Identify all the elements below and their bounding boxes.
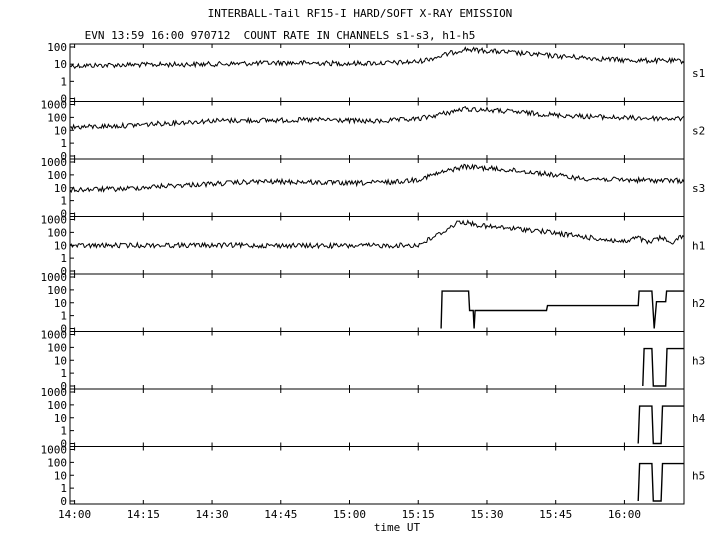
x-tick-label: 14:30 bbox=[195, 508, 228, 521]
x-tick-label: 15:15 bbox=[402, 508, 435, 521]
chart-subtitle: EVN 13:59 16:00 970712 COUNT RATE IN CHA… bbox=[84, 29, 476, 42]
y-tick-label: 1000 bbox=[41, 99, 68, 112]
y-tick-label: 10 bbox=[54, 297, 67, 310]
y-tick-label: 1 bbox=[60, 252, 67, 265]
series-line-h2 bbox=[440, 290, 684, 329]
y-tick-label: 10 bbox=[54, 239, 67, 252]
y-tick-label: 1000 bbox=[41, 386, 68, 399]
channel-label-h1: h1 bbox=[692, 239, 705, 252]
series-line-h1 bbox=[69, 219, 685, 250]
y-tick-label: 10 bbox=[54, 124, 67, 137]
panel-frame-h4 bbox=[69, 388, 685, 447]
series-line-s3 bbox=[69, 163, 685, 194]
panel-frame-h3 bbox=[69, 331, 685, 390]
y-tick-label: 1 bbox=[60, 482, 67, 495]
y-tick-label: 100 bbox=[47, 399, 67, 412]
y-tick-label: 100 bbox=[47, 341, 67, 354]
series-line-s2 bbox=[69, 106, 685, 131]
panel-frame-h2 bbox=[69, 273, 685, 332]
y-tick-label: 1000 bbox=[41, 156, 68, 169]
series-line-h3 bbox=[642, 347, 684, 387]
y-tick-label: 1 bbox=[60, 310, 67, 323]
y-tick-label: 1 bbox=[60, 367, 67, 380]
y-tick-label: 0 bbox=[60, 150, 67, 163]
y-tick-label: 10 bbox=[54, 412, 67, 425]
y-tick-label: 100 bbox=[47, 169, 67, 182]
y-tick-label: 0 bbox=[60, 495, 67, 508]
y-tick-label: 1 bbox=[60, 425, 67, 438]
x-tick-label: 14:15 bbox=[127, 508, 160, 521]
channel-label-s1: s1 bbox=[692, 67, 705, 80]
x-axis-label: time UT bbox=[374, 521, 421, 534]
y-tick-label: 0 bbox=[60, 93, 67, 106]
x-tick-label: 15:30 bbox=[470, 508, 503, 521]
x-tick-label: 14:45 bbox=[264, 508, 297, 521]
x-tick-label: 16:00 bbox=[608, 508, 641, 521]
y-tick-label: 1 bbox=[60, 75, 67, 88]
y-tick-label: 100 bbox=[47, 456, 67, 469]
series-line-h5 bbox=[637, 462, 684, 502]
y-tick-label: 100 bbox=[47, 226, 67, 239]
channel-label-h3: h3 bbox=[692, 354, 705, 367]
channel-label-s2: s2 bbox=[692, 124, 705, 137]
panel-frame-s1 bbox=[69, 43, 685, 102]
x-tick-label: 14:00 bbox=[58, 508, 91, 521]
y-tick-label: 100 bbox=[47, 284, 67, 297]
panel-frame-h5 bbox=[69, 446, 685, 505]
y-tick-label: 100 bbox=[47, 41, 67, 54]
y-tick-label: 100 bbox=[47, 111, 67, 124]
y-tick-label: 10 bbox=[54, 354, 67, 367]
chart-title: INTERBALL-Tail RF15-I HARD/SOFT X-RAY EM… bbox=[207, 7, 513, 20]
y-tick-label: 1000 bbox=[41, 329, 68, 342]
y-tick-label: 0 bbox=[60, 323, 67, 336]
y-tick-label: 10 bbox=[54, 58, 67, 71]
panel-frame-s3 bbox=[69, 158, 685, 217]
y-tick-label: 1000 bbox=[41, 271, 68, 284]
channel-label-h5: h5 bbox=[692, 469, 705, 482]
series-line-s1 bbox=[69, 46, 685, 70]
channel-label-h4: h4 bbox=[692, 412, 706, 425]
y-tick-label: 1 bbox=[60, 195, 67, 208]
y-tick-label: 0 bbox=[60, 438, 67, 451]
y-tick-label: 10 bbox=[54, 182, 67, 195]
y-tick-label: 0 bbox=[60, 265, 67, 278]
series-line-h4 bbox=[637, 405, 684, 445]
y-tick-label: 10 bbox=[54, 469, 67, 482]
y-tick-label: 1000 bbox=[41, 214, 68, 227]
y-tick-label: 1 bbox=[60, 137, 67, 150]
y-tick-label: 0 bbox=[60, 380, 67, 393]
x-tick-label: 15:00 bbox=[333, 508, 366, 521]
y-tick-label: 1000 bbox=[41, 444, 68, 457]
channel-label-h2: h2 bbox=[692, 297, 705, 310]
y-tick-label: 0 bbox=[60, 208, 67, 221]
panel-frame-s2 bbox=[69, 101, 685, 160]
channel-label-s3: s3 bbox=[692, 182, 705, 195]
x-tick-label: 15:45 bbox=[539, 508, 572, 521]
